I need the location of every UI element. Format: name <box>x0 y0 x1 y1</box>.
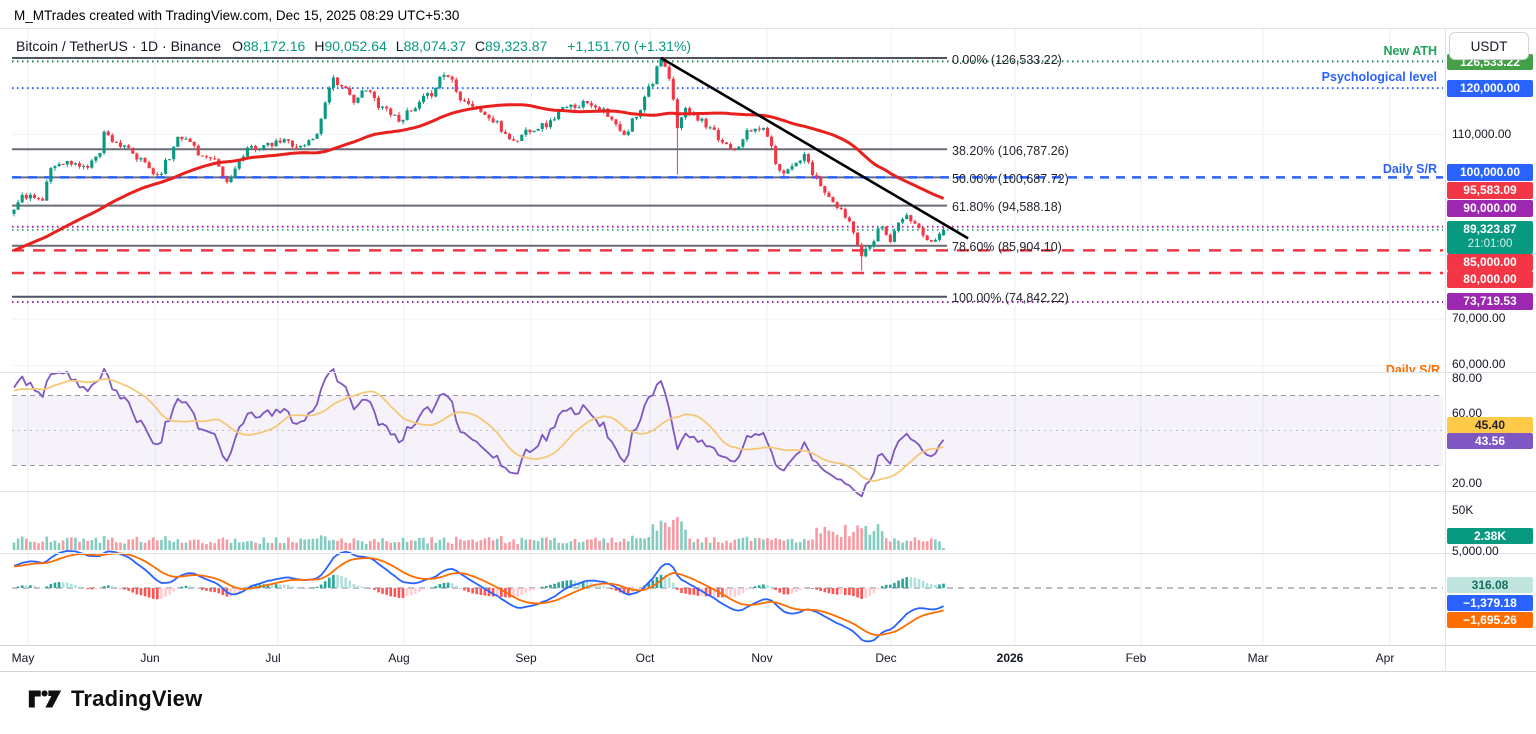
tradingview-logo-icon <box>28 690 62 708</box>
price-badge-90000.00: 90,000.00 <box>1447 199 1533 217</box>
price-badge-85000.00: 85,000.00 <box>1447 253 1533 271</box>
price-scale-label-6: 50K <box>1452 503 1474 517</box>
fib-label-1: 38.20% (106,787.26) <box>952 143 1069 158</box>
time-axis-dec: Dec <box>875 651 897 665</box>
price-scale-label-3: 80.00 <box>1452 371 1483 385</box>
price-badge-2.38K: 2.38K <box>1447 528 1533 544</box>
price-badge-80000.00: 80,000.00 <box>1447 270 1533 288</box>
time-axis-2026: 2026 <box>996 651 1024 665</box>
time-axis-oct: Oct <box>635 651 655 665</box>
symbol-legend[interactable]: Bitcoin / TetherUS · 1D · Binance O88,17… <box>16 38 691 54</box>
tradingview-logo-text: TradingView <box>71 686 203 711</box>
time-axis-feb: Feb <box>1125 651 1147 665</box>
price-badge-45.40: 45.40 <box>1447 417 1533 433</box>
new-ath-label: New ATH <box>1383 44 1437 58</box>
macd-histogram <box>12 574 945 600</box>
time-axis-jun: Jun <box>140 651 160 665</box>
price-badge-89323.87: 89,323.87 21:01:00 <box>1447 220 1533 254</box>
macd-signal-line <box>13 552 944 636</box>
candlestick-series <box>12 58 946 271</box>
fib-label-0: 0.00% (126,533.22) <box>952 52 1062 67</box>
ohlc-values: O88,172.16 H90,052.64 L88,074.37 C89,323.87 <box>232 38 556 54</box>
daily-sr-lower-label: Daily S/R <box>1385 363 1440 372</box>
psychological-level-label: Psychological level <box>1321 70 1437 84</box>
ohlc-c: C89,323.87 <box>474 38 548 54</box>
price-scale-label-1: 70,000.00 <box>1452 311 1506 325</box>
time-axis-sep: Sep <box>515 651 537 665</box>
macd-line <box>13 550 944 643</box>
price-scale-label-5: 20.00 <box>1452 476 1483 490</box>
price-levels <box>12 57 1443 303</box>
price-scale-label-7: 5,000.00 <box>1452 544 1499 558</box>
price-scale-label-2: 60,000.00 <box>1452 357 1506 371</box>
gridlines <box>12 28 1445 645</box>
change-value: +1,151.70 (+1.31%) <box>567 38 692 54</box>
ohlc-h: H90,052.64 <box>314 38 387 54</box>
time-axis-apr: Apr <box>1375 651 1395 665</box>
time-axis-aug: Aug <box>388 651 410 665</box>
ma-line <box>13 103 945 252</box>
rsi-line <box>13 367 945 498</box>
fib-label-3: 61.80% (94,588.18) <box>952 200 1062 215</box>
price-badge-43.56: 43.56 <box>1447 433 1533 449</box>
price-badge-95583.09: 95,583.09 <box>1447 181 1533 199</box>
symbol-title[interactable]: Bitcoin / TetherUS · 1D · Binance <box>16 38 222 54</box>
fib-label-5: 100.00% (74,842.22) <box>952 291 1069 306</box>
time-axis-nov: Nov <box>751 651 773 665</box>
price-badge-100000.00: 100,000.00 <box>1447 163 1533 181</box>
price-badge-120000.00: 120,000.00 <box>1447 79 1533 97</box>
price-scale-label-0: 110,000.00 <box>1452 127 1512 141</box>
ohlc-o: O88,172.16 <box>232 38 306 54</box>
price-badge-1695.26: −1,695.26 <box>1447 612 1533 628</box>
price-scale-label-4: 60.00 <box>1452 406 1483 420</box>
volume-series <box>12 517 945 550</box>
fib-label-2: 50.00% (100,687.72) <box>952 171 1069 186</box>
rsi-band <box>12 394 1443 467</box>
price-badge-316.08: 316.08 <box>1447 577 1533 593</box>
ohlc-l: L88,074.37 <box>395 38 466 54</box>
currency-toggle-button[interactable]: USDT <box>1449 32 1529 60</box>
fib-label-4: 78.60% (85,904.10) <box>952 240 1062 255</box>
descending-trendline <box>660 56 969 240</box>
time-axis-may: May <box>11 651 35 665</box>
time-axis-jul: Jul <box>265 651 281 665</box>
rsi-ma-line <box>13 378 944 482</box>
price-badge-1379.18: −1,379.18 <box>1447 595 1533 611</box>
tradingview-logo[interactable]: TradingView <box>28 686 202 712</box>
attribution-text: M_MTrades created with TradingView.com, … <box>14 8 460 23</box>
price-badge-73719.53: 73,719.53 <box>1447 292 1533 310</box>
pane-borders <box>0 28 1536 672</box>
daily-sr-label: Daily S/R <box>1382 162 1437 176</box>
time-axis-mar: Mar <box>1247 651 1269 665</box>
